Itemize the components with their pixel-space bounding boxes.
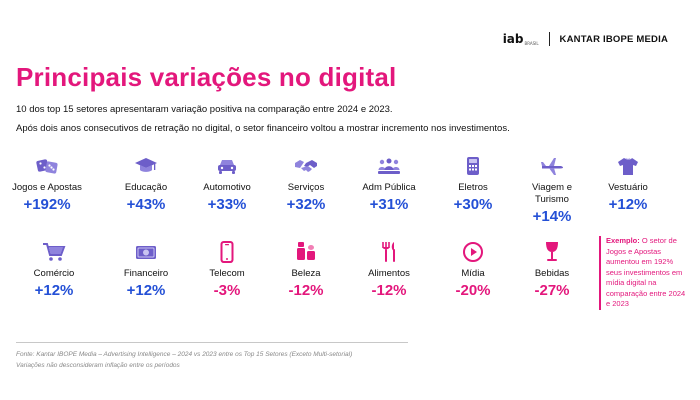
- sector-name: Mídia: [461, 268, 485, 279]
- sector-alimentos: Alimentos -12%: [347, 240, 431, 299]
- sector-name: Jogos e Apostas: [12, 182, 82, 193]
- sector-variation: +12%: [608, 196, 648, 213]
- footer-source: Fonte: Kantar IBOPE Media – Advertising …: [16, 351, 353, 358]
- sector-comercio: Comércio +12%: [12, 240, 96, 299]
- sector-jogos-e-apostas: Jogos e Apostas +192%: [5, 154, 89, 213]
- example-label: Exemplo:: [606, 236, 640, 245]
- sector-bebidas: Bebidas -27%: [510, 240, 594, 299]
- sector-name: Alimentos: [368, 268, 410, 279]
- kantar-ibope-logo: KANTAR IBOPE MEDIA: [559, 33, 668, 45]
- sector-name: Educação: [124, 182, 168, 193]
- sector-variation: -12%: [288, 282, 324, 299]
- sector-financeiro: Financeiro +12%: [104, 240, 188, 299]
- sector-variation: +14%: [532, 208, 572, 225]
- banknote-icon: [136, 246, 156, 259]
- sector-name: Serviços: [287, 182, 325, 193]
- sector-beleza: Beleza -12%: [264, 240, 348, 299]
- handshake-icon: [295, 160, 317, 172]
- sector-variation: +192%: [23, 196, 71, 213]
- example-callout: Exemplo: O setor de Jogos e Apostas aume…: [599, 236, 687, 310]
- sector-vestuario: Vestuário +12%: [586, 154, 670, 213]
- sector-variation: +43%: [126, 196, 166, 213]
- sector-name: Eletros: [458, 182, 488, 193]
- tshirt-icon: [618, 157, 638, 175]
- sector-variation: +31%: [369, 196, 409, 213]
- calculator-icon: [467, 157, 479, 175]
- sector-variation: -3%: [213, 282, 241, 299]
- car-icon: [218, 160, 236, 174]
- sector-variation: -20%: [455, 282, 491, 299]
- example-text: O setor de Jogos e Apostas aumentou em 1…: [606, 236, 686, 308]
- sector-name: Comércio: [33, 268, 75, 279]
- sector-eletros: Eletros +30%: [431, 154, 515, 213]
- sector-name: Adm Pública: [362, 182, 416, 193]
- sector-adm-publica: Adm Pública +31%: [347, 154, 431, 213]
- play-button-icon: [463, 242, 483, 262]
- footer-note: Variações não desconsideram inflação ent…: [16, 362, 180, 369]
- sector-variation: +12%: [126, 282, 166, 299]
- subtitle-line-1: 10 dos top 15 setores apresentaram varia…: [16, 104, 393, 115]
- sector-name: Beleza: [291, 268, 321, 279]
- cosmetics-icon: [297, 242, 315, 260]
- sector-servicos: Serviços +32%: [264, 154, 348, 213]
- sector-name: Viagem e Turismo: [532, 182, 572, 205]
- sector-variation: +12%: [34, 282, 74, 299]
- airplane-icon: [541, 158, 563, 175]
- wine-glass-icon: [546, 242, 558, 261]
- sector-educacao: Educação +43%: [104, 154, 188, 213]
- sector-midia: Mídia -20%: [431, 240, 515, 299]
- people-group-icon: [378, 158, 400, 174]
- smartphone-icon: [220, 241, 234, 263]
- brand-logos: iab BRASIL KANTAR IBOPE MEDIA: [503, 32, 668, 46]
- logo-divider: [548, 32, 550, 46]
- sector-name: Vestuário: [608, 182, 648, 193]
- sector-variation: -27%: [534, 282, 570, 299]
- sector-telecom: Telecom -3%: [185, 240, 269, 299]
- sector-variation: +33%: [207, 196, 247, 213]
- subtitle-line-2: Após dois anos consecutivos de retração …: [16, 123, 510, 134]
- shopping-cart-icon: [43, 243, 66, 261]
- cutlery-icon: [382, 242, 395, 262]
- sector-variation: -12%: [371, 282, 407, 299]
- sector-name: Bebidas: [534, 268, 570, 279]
- sector-name: Financeiro: [123, 268, 169, 279]
- graduation-cap-icon: [135, 158, 157, 172]
- sector-automotivo: Automotivo +33%: [185, 154, 269, 213]
- sector-viagem-e-turismo: Viagem e Turismo +14%: [510, 154, 594, 225]
- iab-logo: iab BRASIL: [502, 32, 539, 46]
- sector-variation: +30%: [453, 196, 493, 213]
- sector-variation: +32%: [286, 196, 326, 213]
- dice-icon: [36, 159, 58, 174]
- sector-name: Automotivo: [203, 182, 251, 193]
- footer-divider: [16, 342, 408, 343]
- page-title: Principais variações no digital: [16, 62, 397, 92]
- sector-name: Telecom: [209, 268, 245, 279]
